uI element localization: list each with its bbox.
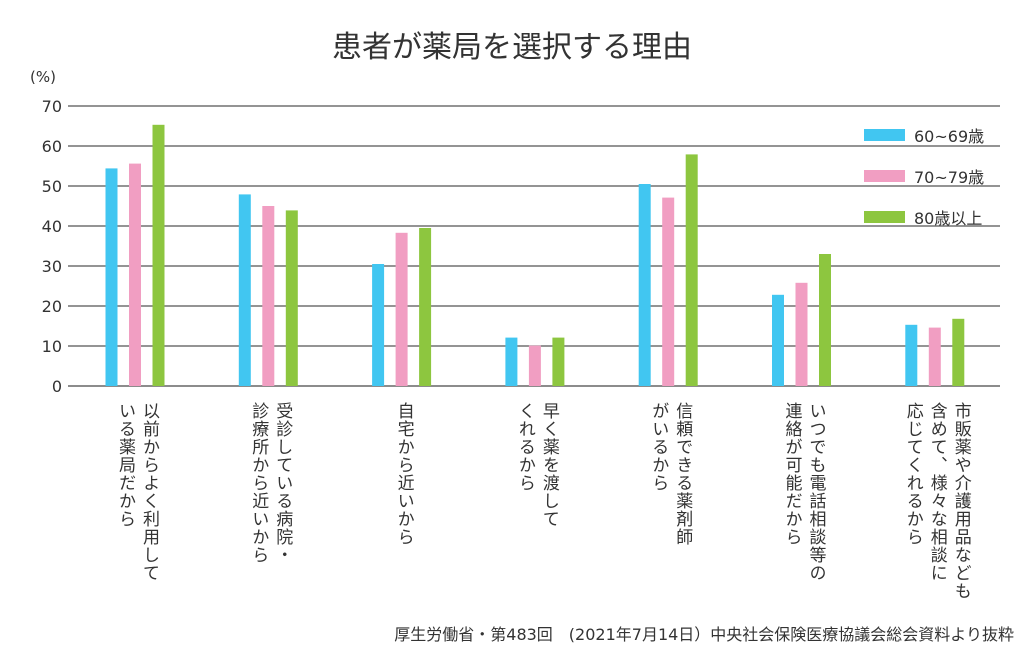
y-tick-label: 40 — [42, 217, 62, 236]
bar-1-4 — [505, 337, 518, 386]
bar-1-5 — [638, 184, 651, 386]
bar-1-7 — [905, 324, 918, 386]
y-tick-label: 50 — [42, 177, 62, 196]
legend: 60~69歳 70~79歳 80歳以上 — [864, 114, 984, 237]
bar-2-7 — [928, 327, 941, 386]
y-tick-label: 0 — [52, 377, 62, 396]
legend-swatch — [864, 169, 905, 182]
category-label-line: 含めて、様々な相談に — [926, 402, 947, 582]
category-label: 市販薬や介護用品なども 含めて、様々な相談に 応じてくれるから — [901, 402, 973, 600]
category-label: 受診している病院・ 診療所から近いから — [246, 402, 294, 564]
category-label: 以前からよく利用して いる薬局だから — [113, 402, 161, 582]
bar-3-3 — [419, 228, 432, 386]
category-label-line: がいるから — [648, 402, 669, 492]
bar-2-5 — [662, 197, 675, 386]
y-tick-label: 10 — [42, 337, 62, 356]
bar-2-3 — [395, 232, 408, 386]
bar-2-2 — [262, 206, 275, 386]
bar-1-3 — [372, 264, 385, 386]
category-label-line: くれるから — [514, 402, 535, 492]
bar-1-6 — [772, 294, 784, 386]
legend-label: 70~79歳 — [914, 167, 985, 187]
bar-3-1 — [152, 124, 165, 387]
legend-item: 60~69歳 — [864, 114, 984, 155]
legend-label: 60~69歳 — [914, 126, 985, 146]
legend-swatch — [864, 128, 905, 141]
category-label-line: 応じてくれるから — [902, 402, 923, 546]
category-label-line: 信頼できる薬剤師 — [672, 402, 693, 546]
source-note: 厚生労働省・第483回 (2021年7月14日）中央社会保険医療協議会総会資料よ… — [394, 625, 1014, 644]
bar-2-1 — [129, 163, 141, 386]
y-tick-label: 70 — [42, 97, 62, 116]
legend-swatch — [864, 210, 905, 223]
bar-1-1 — [105, 168, 118, 386]
bar-3-7 — [952, 318, 965, 386]
category-label: 早く薬を渡して くれるから — [513, 402, 561, 528]
category-label: 自宅から近いから — [392, 402, 416, 546]
bar-1-2 — [238, 194, 251, 386]
category-label-line: 受診している病院・ — [272, 402, 293, 564]
chart-title: 患者が薬局を選択する理由 — [332, 30, 692, 65]
bar-3-4 — [552, 337, 565, 386]
y-tick-label: 60 — [42, 137, 62, 156]
category-label-line: 市販薬や介護用品なども — [950, 402, 971, 600]
bar-3-5 — [685, 154, 698, 386]
category-label-line: 自宅から近いから — [393, 402, 414, 546]
category-label-line: 診療所から近いから — [248, 402, 269, 564]
category-label-line: 以前からよく利用して — [139, 402, 159, 582]
legend-item: 80歳以上 — [864, 196, 984, 237]
bar-2-6 — [795, 282, 808, 386]
bar-3-6 — [819, 254, 831, 386]
y-tick-label: 30 — [42, 257, 62, 276]
category-label-line: 早く薬を渡して — [538, 402, 559, 528]
category-label: いつでも電話相談等の 連絡が可能だから — [780, 402, 828, 582]
y-axis-unit: (%) — [30, 68, 56, 86]
y-tick-label: 20 — [42, 297, 62, 316]
bar-3-2 — [285, 210, 298, 386]
legend-label: 80歳以上 — [914, 208, 983, 228]
category-label-line: 連絡が可能だから — [781, 402, 802, 546]
category-label-line: いつでも電話相談等の — [805, 402, 826, 582]
category-label: 信頼できる薬剤師 がいるから — [646, 402, 694, 546]
bar-2-4 — [528, 345, 541, 386]
category-label-line: いる薬局だから — [115, 402, 135, 528]
legend-item: 70~79歳 — [864, 155, 984, 196]
